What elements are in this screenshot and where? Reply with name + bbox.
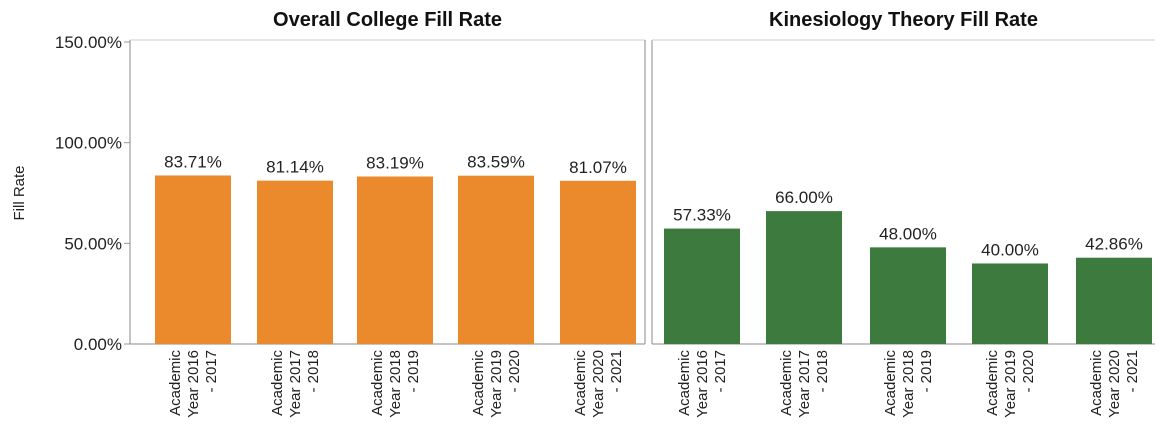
x-tick-label: Academic (269, 350, 286, 416)
x-tick-label: Year 2020 (1106, 350, 1123, 418)
x-tick-label: - 2018 (305, 350, 322, 393)
x-tick-label: Academic (1088, 350, 1105, 416)
bar-value-label: 81.07% (569, 158, 627, 177)
x-tick-label: Academic (778, 350, 795, 416)
bar (155, 175, 231, 344)
x-tick-label: Year 2016 (694, 350, 711, 418)
x-tick-label: - 2019 (405, 350, 422, 393)
x-tick-label: - 2021 (1124, 350, 1141, 393)
x-tick-label: - 2017 (712, 350, 729, 393)
x-tick-label: Year 2016 (185, 350, 202, 418)
bar (560, 180, 636, 344)
y-axis-label: Fill Rate (11, 165, 28, 220)
y-tick-label: 150.00% (55, 33, 122, 52)
x-tick-label: Academic (984, 350, 1001, 416)
panel-title: Kinesiology Theory Fill Rate (769, 9, 1038, 31)
x-tick-label: Academic (369, 350, 386, 416)
bar (870, 247, 946, 344)
x-tick-label: Academic (470, 350, 487, 416)
x-tick-label: Academic (167, 350, 184, 416)
x-tick-label: - 2021 (608, 350, 625, 393)
bar-value-label: 57.33% (673, 206, 731, 225)
y-tick-label: 100.00% (55, 134, 122, 153)
bar-value-label: 40.00% (981, 240, 1039, 259)
bar (357, 176, 433, 344)
bar-value-label: 83.19% (366, 154, 424, 173)
bar-value-label: 48.00% (879, 224, 937, 243)
x-tick-label: - 2020 (1020, 350, 1037, 393)
x-tick-label: - 2017 (203, 350, 220, 393)
x-tick-label: - 2020 (506, 350, 523, 393)
x-tick-label: Year 2017 (796, 350, 813, 418)
x-tick-label: Year 2019 (1002, 350, 1019, 418)
x-tick-label: - 2019 (918, 350, 935, 393)
x-tick-label: Year 2019 (488, 350, 505, 418)
bar (458, 175, 534, 344)
bar (972, 263, 1048, 344)
x-tick-label: Academic (882, 350, 899, 416)
bar (1076, 257, 1152, 344)
x-tick-label: Year 2018 (900, 350, 917, 418)
x-tick-label: Year 2020 (590, 350, 607, 418)
y-tick-label: 0.00% (74, 335, 122, 354)
x-tick-label: Year 2018 (387, 350, 404, 418)
bar (664, 228, 740, 344)
y-tick-label: 50.00% (64, 234, 122, 253)
bar (257, 180, 333, 344)
bar-value-label: 42.86% (1085, 235, 1143, 254)
bar-value-label: 81.14% (266, 158, 324, 177)
x-tick-label: - 2018 (814, 350, 831, 393)
x-tick-label: Academic (572, 350, 589, 416)
bar-value-label: 66.00% (775, 188, 833, 207)
x-tick-label: Academic (676, 350, 693, 416)
x-tick-label: Year 2017 (287, 350, 304, 418)
bar-value-label: 83.71% (164, 152, 222, 171)
panel-title: Overall College Fill Rate (273, 9, 502, 31)
bar (766, 211, 842, 344)
bar-value-label: 83.59% (467, 153, 525, 172)
